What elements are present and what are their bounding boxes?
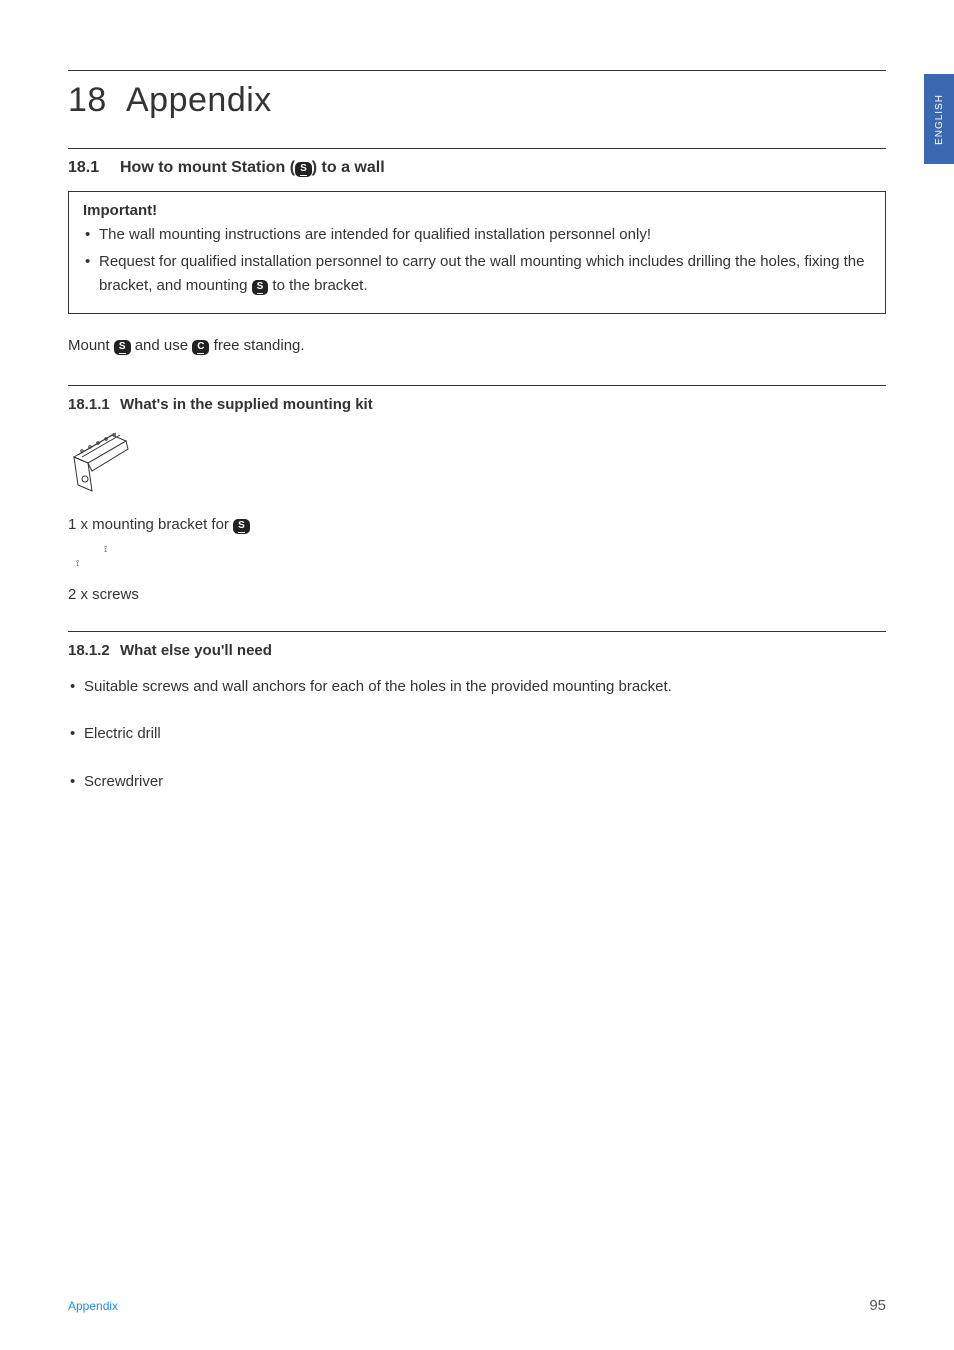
rule-section-2: [68, 385, 886, 386]
section-heading: 18.1How to mount Station (S) to a wall: [68, 159, 886, 177]
bracket-illustration: [68, 429, 886, 504]
station-badge-icon: S: [114, 340, 131, 355]
subsection-2-number: 18.1.2: [68, 642, 120, 659]
mount-mid: and use: [131, 337, 193, 354]
section-number: 18.1: [68, 159, 120, 177]
screw-icon: ⟟: [76, 558, 79, 569]
chapter-number: 18: [68, 81, 126, 120]
screws-label: 2 x screws: [68, 586, 886, 603]
station-badge-icon: S: [295, 162, 312, 177]
page-container: ENGLISH 18Appendix 18.1How to mount Stat…: [0, 0, 954, 1350]
station-badge-icon: S: [233, 519, 250, 534]
important-heading: Important!: [83, 202, 871, 219]
chapter-title-text: Appendix: [126, 81, 272, 119]
screws-illustration: ⟟ ⟟: [76, 544, 886, 574]
needs-list: Suitable screws and wall anchors for eac…: [68, 675, 886, 793]
section-title-before: How to mount Station (: [120, 159, 295, 176]
mount-line: Mount S and use C free standing.: [68, 334, 886, 357]
rule-section-3: [68, 631, 886, 632]
important-item-2: Request for qualified installation perso…: [83, 250, 871, 297]
subsection-2-heading: 18.1.2What else you'll need: [68, 642, 886, 659]
mount-pre: Mount: [68, 337, 114, 354]
need-item-2: Electric drill: [68, 722, 886, 745]
rule-top: [68, 70, 886, 71]
important-item-2-pre: Request for qualified installation perso…: [99, 253, 864, 293]
chapter-title: 18Appendix: [68, 81, 886, 120]
bracket-label: 1 x mounting bracket for S: [68, 516, 886, 534]
footer-section-name: Appendix: [68, 1299, 118, 1313]
subsection-1-heading: 18.1.1What's in the supplied mounting ki…: [68, 396, 886, 413]
rule-section-1: [68, 148, 886, 149]
language-tab-label: ENGLISH: [934, 94, 945, 145]
subsection-2-title: What else you'll need: [120, 642, 272, 659]
station-badge-icon: S: [252, 280, 269, 295]
language-tab: ENGLISH: [924, 74, 954, 164]
section-title-after: ) to a wall: [312, 159, 385, 176]
important-list: The wall mounting instructions are inten…: [83, 223, 871, 297]
need-item-3: Screwdriver: [68, 770, 886, 793]
screw-icon: ⟟: [104, 544, 107, 555]
subsection-1-title: What's in the supplied mounting kit: [120, 396, 373, 413]
important-item-2-post: to the bracket.: [268, 277, 367, 294]
footer-page-number: 95: [869, 1297, 886, 1314]
important-box: Important! The wall mounting instruction…: [68, 191, 886, 314]
mount-post: free standing.: [209, 337, 304, 354]
need-item-1: Suitable screws and wall anchors for eac…: [68, 675, 886, 698]
page-footer: Appendix 95: [68, 1297, 886, 1314]
important-item-1: The wall mounting instructions are inten…: [83, 223, 871, 246]
center-badge-icon: C: [192, 340, 209, 355]
subsection-1-number: 18.1.1: [68, 396, 120, 413]
bracket-label-text: 1 x mounting bracket for: [68, 516, 233, 533]
